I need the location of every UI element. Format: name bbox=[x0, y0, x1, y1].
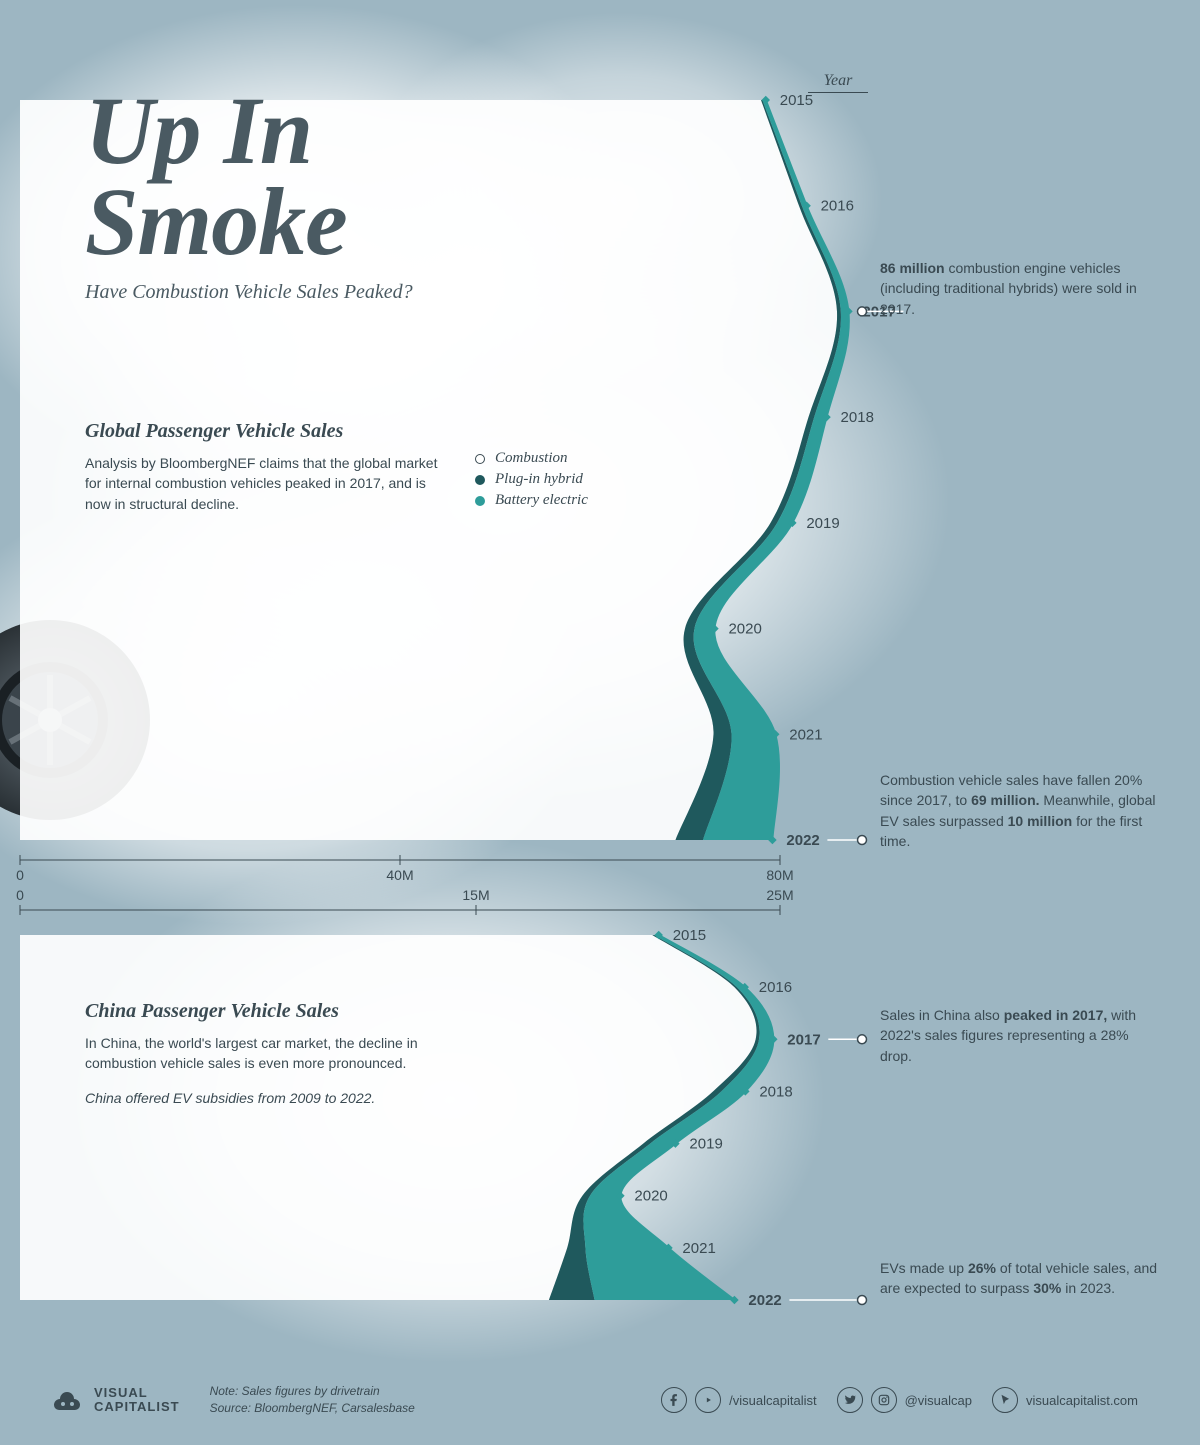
x-axis-tick-label: 80M bbox=[766, 867, 793, 883]
year-label: 2021 bbox=[682, 1240, 715, 1257]
china-section: China Passenger Vehicle Sales In China, … bbox=[85, 1000, 455, 1108]
china-chart: 20152016201720182019202020212022015M25M bbox=[0, 900, 900, 1330]
year-label: 2016 bbox=[821, 198, 854, 215]
annotation-endpoint bbox=[858, 1035, 867, 1044]
footer: VISUALCAPITALIST Note: Sales figures by … bbox=[0, 1355, 1200, 1445]
annotation-endpoint bbox=[858, 1296, 867, 1305]
year-label: 2019 bbox=[806, 515, 839, 532]
year-label: 2022 bbox=[786, 832, 819, 849]
year-label: 2021 bbox=[789, 726, 822, 743]
global-section: Global Passenger Vehicle Sales Analysis … bbox=[85, 420, 455, 514]
cursor-icon[interactable] bbox=[992, 1387, 1018, 1413]
legend-label: Combustion bbox=[495, 450, 568, 467]
year-label: 2017 bbox=[787, 1031, 820, 1048]
year-label: 2022 bbox=[748, 1292, 781, 1309]
annotation-2022-global: Combustion vehicle sales have fallen 20%… bbox=[880, 770, 1160, 851]
youtube-icon[interactable] bbox=[695, 1387, 721, 1413]
china-section-body: In China, the world's largest car market… bbox=[85, 1033, 455, 1074]
social-handle-2: @visualcap bbox=[905, 1393, 972, 1408]
brand-logo: VISUALCAPITALIST bbox=[50, 1386, 180, 1415]
subtitle: Have Combustion Vehicle Sales Peaked? bbox=[85, 281, 685, 304]
global-section-title: Global Passenger Vehicle Sales bbox=[85, 420, 455, 443]
brand-mark-icon bbox=[50, 1387, 86, 1413]
social-handle-1: /visualcapitalist bbox=[729, 1393, 816, 1408]
title-line2: Smoke bbox=[85, 176, 685, 267]
socials: /visualcapitalist @visualcap visualcapit… bbox=[661, 1387, 1150, 1413]
year-label: 2018 bbox=[759, 1083, 792, 1100]
year-label: 2015 bbox=[673, 927, 706, 944]
china-section-note: China offered EV subsidies from 2009 to … bbox=[85, 1088, 455, 1108]
x-axis-tick-label: 40M bbox=[386, 867, 413, 883]
annotation-endpoint bbox=[858, 307, 867, 316]
legend-dot bbox=[475, 454, 485, 464]
year-label: 2016 bbox=[759, 979, 792, 996]
instagram-icon[interactable] bbox=[871, 1387, 897, 1413]
footer-note: Note: Sales figures by drivetrain Source… bbox=[210, 1383, 415, 1417]
year-label: 2019 bbox=[689, 1136, 722, 1153]
facebook-icon[interactable] bbox=[661, 1387, 687, 1413]
year-label: 2020 bbox=[728, 621, 761, 638]
annotation-2017-china: Sales in China also peaked in 2017, with… bbox=[880, 1005, 1160, 1066]
legend-item: Battery electric bbox=[475, 492, 588, 509]
social-handle-3: visualcapitalist.com bbox=[1026, 1393, 1138, 1408]
twitter-icon[interactable] bbox=[837, 1387, 863, 1413]
legend: Combustion Plug-in hybrid Battery electric bbox=[475, 450, 588, 513]
x-axis-tick-label: 25M bbox=[766, 887, 793, 903]
legend-label: Battery electric bbox=[495, 492, 588, 509]
x-axis-tick-label: 0 bbox=[16, 867, 24, 883]
annotation-endpoint bbox=[858, 836, 867, 845]
global-section-body: Analysis by BloombergNEF claims that the… bbox=[85, 453, 455, 514]
x-axis-tick-label: 15M bbox=[462, 887, 489, 903]
annotation-2017-global: 86 million combustion engine vehicles (i… bbox=[880, 258, 1160, 319]
china-section-title: China Passenger Vehicle Sales bbox=[85, 1000, 455, 1023]
legend-dot bbox=[475, 475, 485, 485]
year-label: 2015 bbox=[780, 92, 813, 109]
x-axis-tick-label: 0 bbox=[16, 887, 24, 903]
year-column-header: Year bbox=[808, 72, 868, 93]
headline-block: Up In Smoke Have Combustion Vehicle Sale… bbox=[85, 85, 685, 304]
legend-item: Plug-in hybrid bbox=[475, 471, 588, 488]
annotation-2022-china: EVs made up 26% of total vehicle sales, … bbox=[880, 1258, 1160, 1299]
year-label: 2020 bbox=[634, 1188, 667, 1205]
legend-label: Plug-in hybrid bbox=[495, 471, 583, 488]
year-label: 2018 bbox=[841, 409, 874, 426]
legend-dot bbox=[475, 496, 485, 506]
title-line1: Up In bbox=[85, 85, 685, 176]
legend-item: Combustion bbox=[475, 450, 588, 467]
brand-name: VISUALCAPITALIST bbox=[94, 1386, 180, 1415]
